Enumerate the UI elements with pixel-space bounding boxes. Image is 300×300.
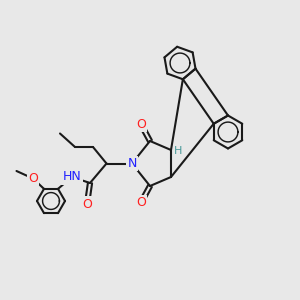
Text: O: O bbox=[136, 118, 146, 131]
Text: O: O bbox=[28, 172, 38, 185]
Text: O: O bbox=[136, 196, 146, 209]
Text: O: O bbox=[82, 197, 92, 211]
Text: H: H bbox=[174, 146, 183, 157]
Text: HN: HN bbox=[63, 170, 81, 184]
Text: N: N bbox=[127, 157, 137, 170]
